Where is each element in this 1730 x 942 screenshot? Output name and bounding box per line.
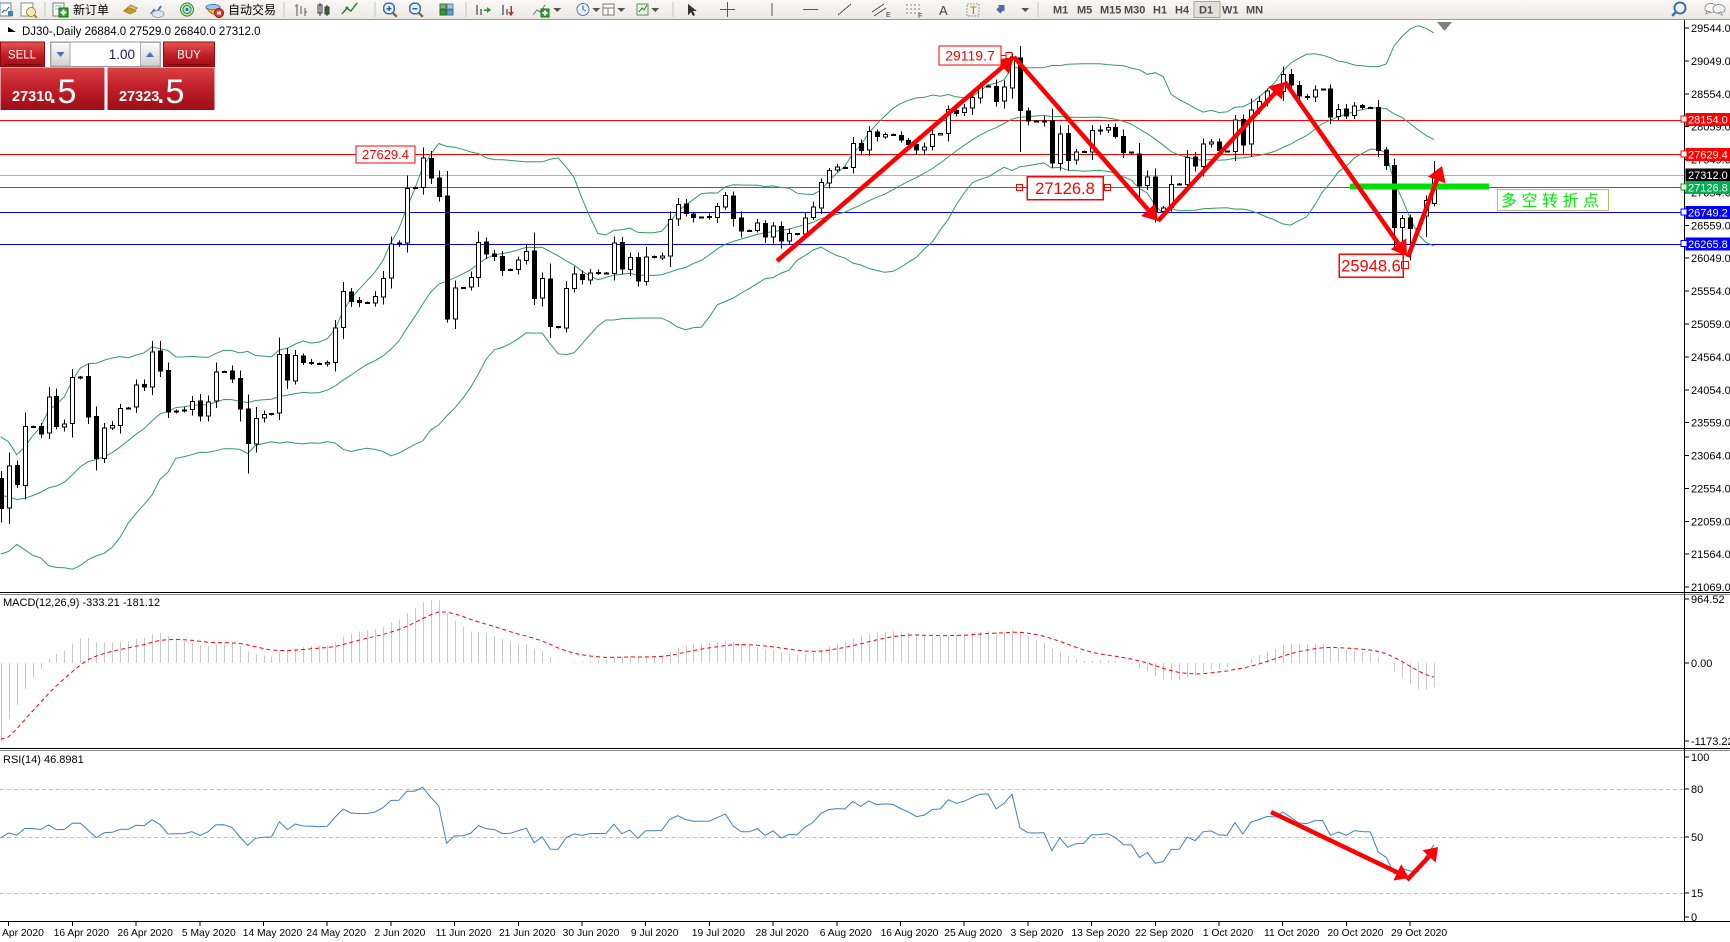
svg-text:26749.2: 26749.2 [1688, 207, 1728, 219]
svg-text:29119.7: 29119.7 [945, 48, 995, 64]
svg-text:H1: H1 [1153, 5, 1167, 17]
svg-text:.5: .5 [48, 73, 76, 111]
svg-text:30 Jun 2020: 30 Jun 2020 [563, 928, 620, 939]
svg-text:11 Jun 2020: 11 Jun 2020 [436, 928, 492, 939]
svg-text:15: 15 [1691, 888, 1703, 900]
svg-text:24 May 2020: 24 May 2020 [306, 928, 366, 939]
svg-text:F: F [918, 13, 922, 20]
svg-text:28154.0: 28154.0 [1688, 115, 1728, 127]
svg-text:22554.0: 22554.0 [1691, 483, 1730, 495]
svg-text:16 Aug 2020: 16 Aug 2020 [881, 928, 939, 939]
svg-text:5 May 2020: 5 May 2020 [182, 928, 236, 939]
svg-text:SELL: SELL [8, 50, 37, 62]
svg-text:22 Sep 2020: 22 Sep 2020 [1135, 928, 1194, 939]
svg-text:27629.4: 27629.4 [1688, 149, 1728, 161]
svg-text:14 May 2020: 14 May 2020 [243, 928, 303, 939]
svg-text:9 Jul 2020: 9 Jul 2020 [631, 928, 679, 939]
svg-text:23064.0: 23064.0 [1691, 451, 1730, 463]
svg-text:28 Jul 2020: 28 Jul 2020 [755, 928, 809, 939]
svg-text:29 Oct 2020: 29 Oct 2020 [1391, 928, 1447, 939]
svg-text:25948.6: 25948.6 [1341, 257, 1401, 275]
svg-text:28554.0: 28554.0 [1691, 89, 1730, 101]
svg-text:80: 80 [1691, 784, 1703, 796]
svg-text:BUY: BUY [177, 50, 201, 62]
svg-text:3 Sep 2020: 3 Sep 2020 [1011, 928, 1064, 939]
svg-text:M30: M30 [1124, 5, 1145, 17]
svg-text:.5: .5 [156, 73, 184, 111]
svg-text:0.00: 0.00 [1691, 658, 1712, 670]
svg-text:MN: MN [1246, 5, 1263, 17]
svg-text:24054.0: 24054.0 [1691, 385, 1730, 397]
svg-text:27312.0: 27312.0 [1688, 170, 1728, 182]
svg-text:50: 50 [1691, 832, 1703, 844]
svg-text:24564.0: 24564.0 [1691, 352, 1730, 364]
svg-text:多空转折点: 多空转折点 [1501, 192, 1604, 210]
svg-text:Apr 2020: Apr 2020 [2, 928, 44, 939]
svg-text:22059.0: 22059.0 [1691, 516, 1730, 528]
svg-text:21 Jun 2020: 21 Jun 2020 [499, 928, 556, 939]
svg-text:0: 0 [1691, 912, 1697, 924]
svg-text:964.52: 964.52 [1691, 594, 1725, 606]
svg-text:RSI(14) 46.8981: RSI(14) 46.8981 [3, 754, 84, 766]
svg-text:D1: D1 [1199, 5, 1213, 17]
svg-text:W1: W1 [1222, 5, 1239, 17]
svg-text:M1: M1 [1053, 5, 1068, 17]
svg-text:27310: 27310 [12, 89, 52, 105]
svg-text:E: E [886, 12, 891, 19]
svg-text:26 Apr 2020: 26 Apr 2020 [117, 928, 173, 939]
svg-text:DJ30-,Daily 26884.0 27529.0 2: DJ30-,Daily 26884.0 27529.0 26840.0 2731… [22, 26, 261, 38]
svg-text:21069.0: 21069.0 [1691, 582, 1730, 594]
svg-text:25554.0: 25554.0 [1691, 286, 1730, 298]
svg-text:H4: H4 [1175, 5, 1190, 17]
svg-text:自动交易: 自动交易 [228, 2, 276, 17]
svg-text:23559.0: 23559.0 [1691, 418, 1730, 430]
svg-text:26049.0: 26049.0 [1691, 253, 1730, 265]
svg-text:2 Jun 2020: 2 Jun 2020 [374, 928, 425, 939]
svg-text:16 Apr 2020: 16 Apr 2020 [54, 928, 110, 939]
svg-text:M5: M5 [1077, 5, 1092, 17]
svg-text:25059.0: 25059.0 [1691, 319, 1730, 331]
svg-text:27629.4: 27629.4 [362, 147, 409, 162]
svg-text:21564.0: 21564.0 [1691, 549, 1730, 561]
svg-text:6 Aug 2020: 6 Aug 2020 [820, 928, 872, 939]
svg-text:新订单: 新订单 [73, 2, 109, 17]
svg-text:1 Oct 2020: 1 Oct 2020 [1203, 928, 1254, 939]
svg-text:M15: M15 [1100, 5, 1121, 17]
svg-text:27126.8: 27126.8 [1035, 180, 1095, 198]
svg-text:26559.0: 26559.0 [1691, 220, 1730, 232]
svg-text:11 Oct 2020: 11 Oct 2020 [1264, 928, 1320, 939]
svg-text:MACD(12,26,9) -333.21 -181.12: MACD(12,26,9) -333.21 -181.12 [3, 597, 160, 609]
svg-text:27126.8: 27126.8 [1688, 182, 1728, 194]
svg-text:27323: 27323 [119, 89, 159, 105]
svg-text:26265.8: 26265.8 [1688, 239, 1728, 251]
svg-text:100: 100 [1691, 752, 1709, 764]
svg-text:25 Aug 2020: 25 Aug 2020 [944, 928, 1002, 939]
svg-text:19 Jul 2020: 19 Jul 2020 [692, 928, 746, 939]
svg-text:29049.0: 29049.0 [1691, 56, 1730, 68]
svg-text:T: T [970, 5, 977, 17]
svg-text:20 Oct 2020: 20 Oct 2020 [1327, 928, 1383, 939]
svg-text:-1173.22: -1173.22 [1691, 736, 1730, 748]
svg-text:13 Sep 2020: 13 Sep 2020 [1071, 928, 1130, 939]
svg-text:A: A [939, 3, 948, 18]
svg-text:1.00: 1.00 [109, 47, 135, 62]
svg-text:29544.0: 29544.0 [1691, 23, 1730, 35]
